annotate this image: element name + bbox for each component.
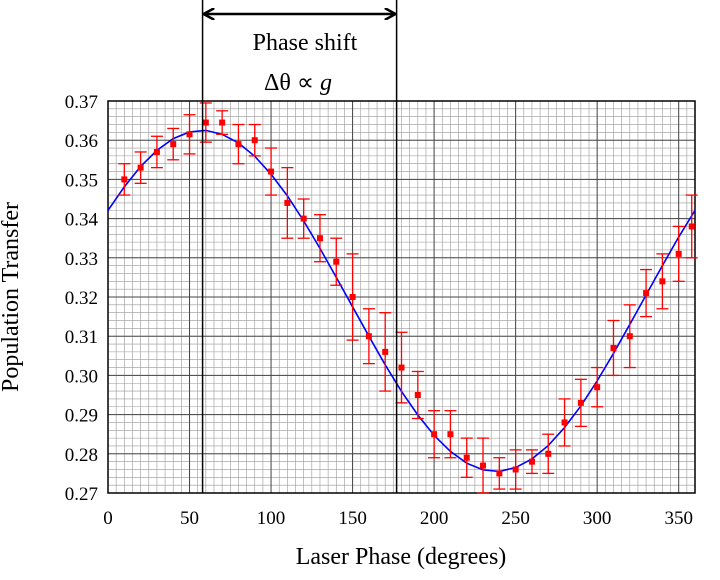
data-point (153, 148, 160, 155)
data-point (137, 164, 144, 171)
data-point (577, 399, 584, 406)
annotation: Δθ ∝ (264, 70, 314, 96)
x-tick-label: 150 (338, 508, 367, 529)
plot (107, 102, 698, 494)
y-tick-label: 0.36 (65, 131, 98, 152)
data-point (447, 431, 454, 438)
plot-frame (107, 100, 696, 494)
data-point (463, 454, 470, 461)
data-point (316, 235, 323, 242)
data-point (626, 333, 633, 340)
data-point (365, 333, 372, 340)
data-point (414, 392, 421, 398)
data-point (610, 344, 617, 351)
x-tick-label: 100 (257, 508, 286, 529)
y-tick-label: 0.27 (65, 484, 98, 505)
data-point (594, 384, 601, 391)
y-tick-label: 0.28 (65, 445, 98, 466)
x-tick-label: 350 (664, 508, 693, 529)
x-tick-label: 300 (583, 508, 612, 529)
data-point (398, 364, 405, 371)
data-point (528, 458, 535, 465)
y-tick-label: 0.32 (65, 288, 98, 309)
data-point (186, 131, 193, 138)
data-point (251, 137, 258, 144)
data-point (545, 450, 552, 457)
y-tick-label: 0.35 (65, 170, 98, 191)
data-point (659, 278, 666, 285)
data-point (284, 199, 291, 206)
data-point (333, 258, 340, 265)
data-point (121, 176, 128, 183)
x-tick-label: 50 (180, 508, 199, 529)
y-tick-label: 0.30 (65, 366, 98, 387)
y-tick-label: 0.34 (65, 210, 99, 231)
x-tick-label: 200 (420, 508, 449, 529)
data-point (382, 348, 389, 355)
data-point (235, 141, 242, 148)
y-axis-title: Population Transfer (0, 202, 24, 392)
annotation-variable: g (320, 70, 332, 96)
y-tick-label: 0.33 (65, 249, 98, 270)
data-point (300, 215, 307, 222)
data-point (219, 119, 226, 126)
data-point (561, 419, 568, 426)
x-axis-title: Laser Phase (degrees) (296, 544, 507, 570)
data-point (268, 168, 275, 175)
annotation: Phase shift (253, 30, 358, 56)
data-point (202, 119, 209, 126)
data-point (675, 250, 682, 257)
annotation: Δθ ∝ g (264, 70, 332, 96)
data-point (431, 431, 438, 438)
x-tick-label: 250 (501, 508, 530, 529)
data-point (688, 223, 695, 230)
y-tick-label: 0.31 (65, 327, 98, 348)
y-tick-label: 0.37 (65, 92, 98, 113)
data-point (480, 462, 487, 469)
data-point (349, 294, 356, 300)
grid (107, 100, 696, 494)
x-tick-label: 0 (103, 508, 113, 529)
data-point (512, 466, 519, 473)
data-point (496, 470, 503, 477)
y-tick-label: 0.29 (65, 406, 98, 427)
data-point (643, 290, 650, 297)
data-point (170, 141, 177, 148)
